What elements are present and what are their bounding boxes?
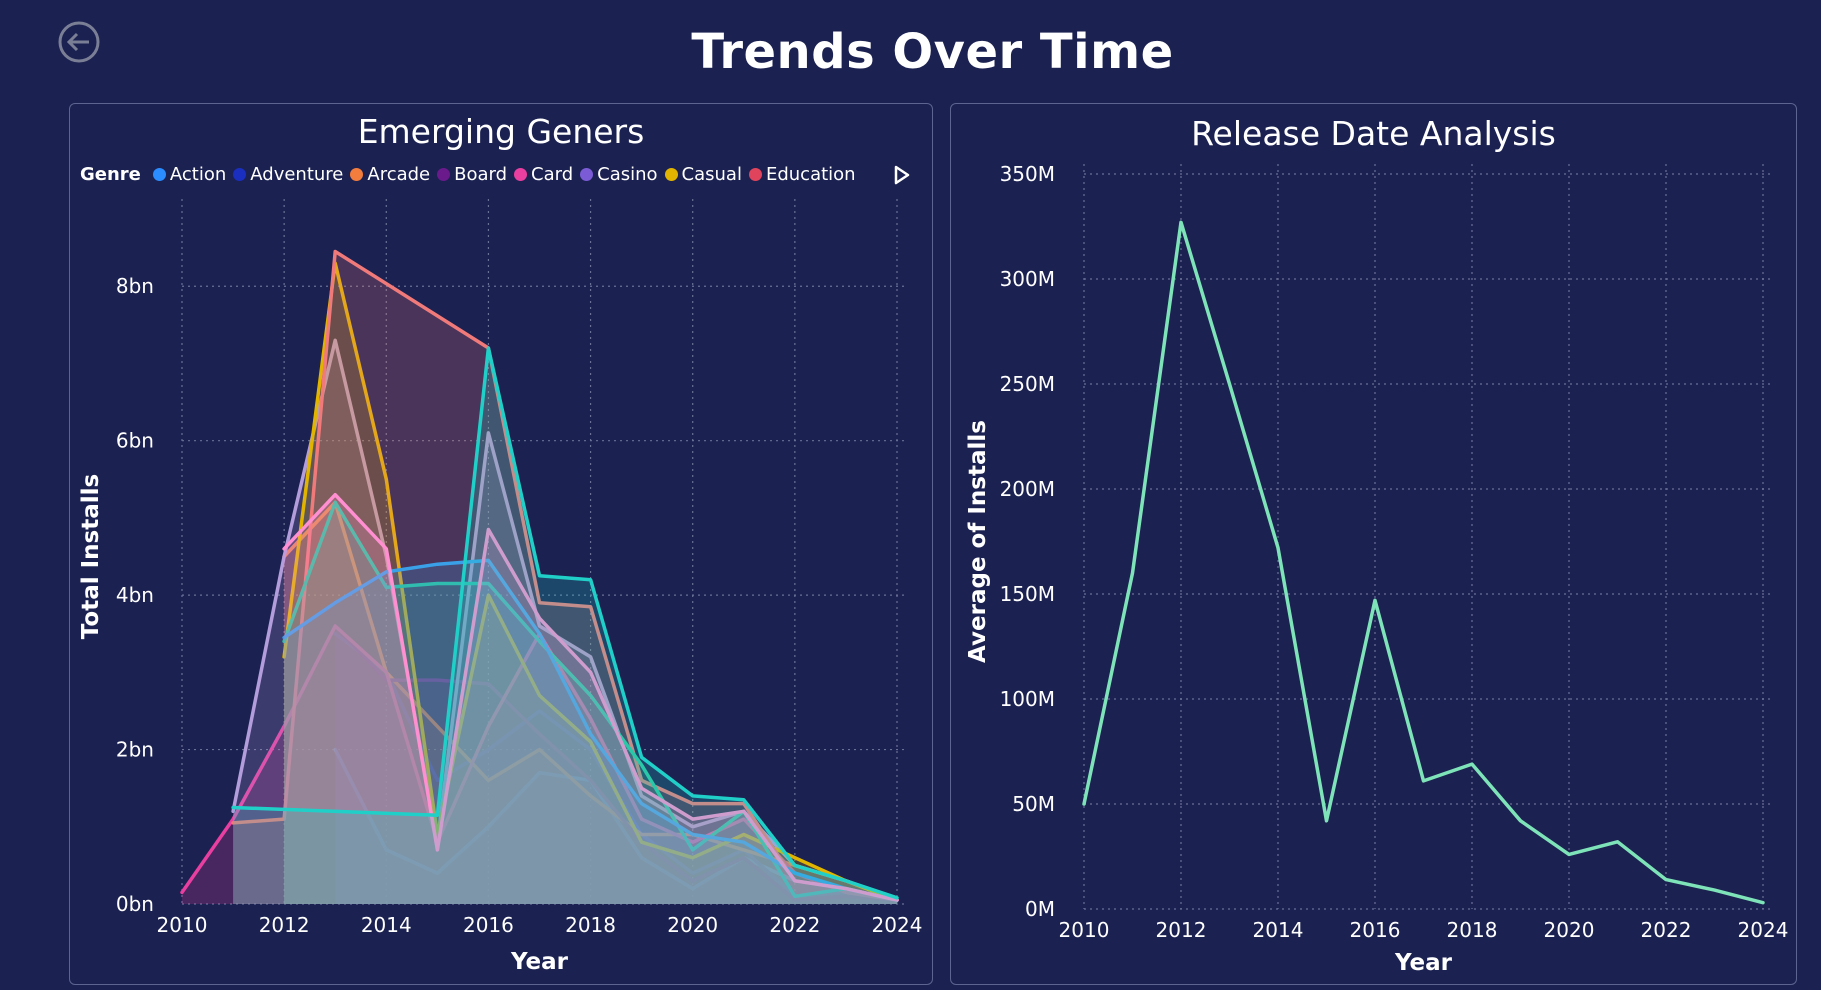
y-axis-title: Average of Installs — [965, 420, 991, 663]
legend-label: Action — [169, 163, 227, 185]
legend-label: Card — [531, 163, 574, 185]
y-tick-label: 250M — [1000, 372, 1055, 396]
x-axis-title: Year — [1394, 950, 1453, 976]
series-line — [333, 624, 899, 902]
x-tick-label: 2022 — [1641, 918, 1692, 942]
series-area — [182, 626, 897, 904]
y-axis-title: Total Installs — [78, 474, 104, 639]
legend-item[interactable]: Education — [748, 163, 856, 185]
legend-label: Arcade — [367, 163, 431, 185]
legend-marker — [350, 167, 364, 181]
legend-title: Genre — [80, 163, 141, 185]
emerging-genres-chart: 2010 2012 2014 2016 2018 2020 2022 2024 0bn 2bn 4b… — [78, 199, 923, 975]
legend-item[interactable]: Action — [152, 163, 227, 185]
x-tick-label: 2024 — [1738, 918, 1789, 942]
chart-title: Release Date Analysis — [1191, 114, 1556, 153]
x-tick-label: 2020 — [667, 913, 718, 937]
x-axis-title: Year — [510, 949, 569, 975]
series-area — [233, 251, 898, 904]
y-tick-label: 6bn — [116, 429, 154, 453]
series-area — [335, 749, 897, 904]
x-tick-label: 2012 — [259, 913, 310, 937]
series-line — [231, 346, 899, 900]
x-tick-label: 2016 — [463, 913, 514, 937]
x-tick-label: 2016 — [1350, 918, 1401, 942]
legend-marker — [664, 167, 678, 181]
x-tick-label: 2010 — [157, 913, 208, 937]
y-tick-label: 4bn — [116, 583, 154, 607]
x-tick-label: 2022 — [769, 913, 820, 937]
legend-marker — [233, 167, 247, 181]
legend-marker — [514, 167, 528, 181]
series-line — [282, 261, 899, 902]
series-line — [282, 558, 899, 902]
x-tick-label: 2018 — [1447, 918, 1498, 942]
legend-item[interactable]: Casual — [664, 163, 742, 185]
legend-marker — [580, 167, 594, 181]
y-tick-label: 100M — [1000, 687, 1055, 711]
emerging-genres-panel: Emerging Geners Genre Action Adventure Arc… — [69, 103, 933, 985]
legend-marker — [748, 167, 762, 181]
play-right-icon[interactable] — [892, 164, 912, 186]
series-area — [233, 340, 898, 904]
series-line — [282, 492, 899, 902]
release-date-chart: 2010 2012 2014 2016 2018 2020 2022 2024 0M 50M 100… — [965, 162, 1789, 976]
x-tick-label: 2014 — [361, 913, 412, 937]
legend-items: Action Adventure Arcade Board Card Casino Casu… — [152, 163, 863, 185]
series-area — [233, 348, 898, 904]
y-tick-label: 150M — [1000, 582, 1055, 606]
y-tick-label: 50M — [1012, 792, 1055, 816]
y-tick-label: 0M — [1025, 897, 1055, 921]
legend-item[interactable]: Board — [437, 164, 507, 185]
series-area — [284, 560, 898, 904]
y-tick-label: 300M — [1000, 267, 1055, 291]
y-tick-label: 8bn — [116, 274, 154, 298]
y-tick-label: 200M — [1000, 477, 1055, 501]
legend-item[interactable]: Adventure — [233, 164, 343, 185]
y-tick-label: 350M — [1000, 162, 1055, 186]
series-line — [1082, 220, 1765, 905]
series-area — [335, 633, 897, 904]
legend-marker — [152, 167, 166, 181]
page-title: Trends Over Time — [691, 24, 1174, 80]
legend-item[interactable]: Casino — [580, 163, 658, 185]
release-date-panel: Release Date Analysis 2010 2012 2014 2016 20… — [950, 103, 1797, 985]
x-tick-label: 2024 — [872, 913, 923, 937]
y-tick-label: 0bn — [116, 892, 154, 916]
legend-marker — [437, 167, 451, 181]
series-area — [335, 626, 897, 904]
legend-label: Casino — [597, 163, 658, 185]
plot-area — [180, 249, 899, 905]
legend-label: Casual — [681, 163, 742, 185]
chart-title: Emerging Geners — [357, 112, 645, 151]
legend-item[interactable]: Arcade — [350, 164, 430, 185]
legend-item[interactable]: Card — [514, 164, 573, 185]
legend-label: Adventure — [250, 163, 344, 185]
x-tick-label: 2020 — [1544, 918, 1595, 942]
back-arrow-icon[interactable] — [57, 20, 101, 64]
x-tick-label: 2010 — [1059, 918, 1110, 942]
legend: Genre Action Adventure Arcade Board Card Casi… — [80, 162, 863, 186]
y-tick-label: 2bn — [116, 738, 154, 762]
series-area — [284, 494, 898, 904]
series-line — [282, 500, 899, 902]
x-tick-label: 2018 — [565, 913, 616, 937]
x-tick-label: 2012 — [1156, 918, 1207, 942]
legend-label: Education — [765, 163, 856, 185]
legend-label: Board — [454, 163, 508, 185]
x-tick-label: 2014 — [1253, 918, 1304, 942]
series-area — [284, 263, 898, 905]
